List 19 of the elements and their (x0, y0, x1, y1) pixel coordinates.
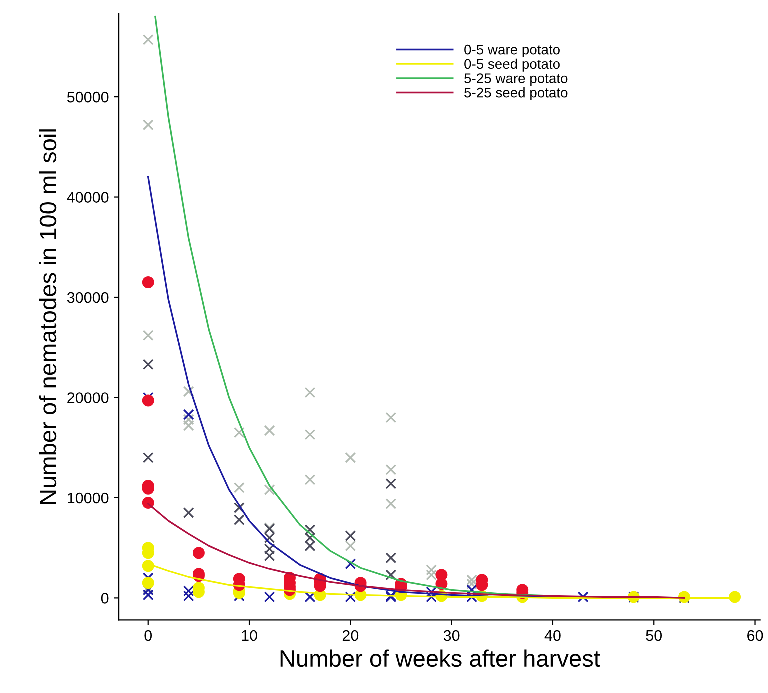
y-tick-label: 0 (101, 593, 109, 604)
y-axis-title: Number of nematodes in 100 ml soil (39, 130, 57, 504)
x-tick-label: 30 (444, 630, 460, 642)
x-axis-title: Number of weeks after harvest (280, 650, 600, 668)
y-tick-label: 30000 (67, 292, 109, 304)
x-tick-label: 50 (646, 630, 662, 642)
y-tick-label: 40000 (67, 192, 109, 203)
y-tick-label: 20000 (68, 392, 109, 404)
x-tick-label: 60 (748, 630, 764, 642)
x-tick-label: 10 (242, 630, 258, 642)
x-tick-label: 0 (144, 630, 152, 642)
legend-label: 5-25 ware potato (464, 74, 568, 86)
legend-label: 0-5 ware potato (464, 44, 560, 58)
x-tick-label: 20 (342, 630, 359, 642)
legend-label: 0-5 seed potato (464, 58, 560, 72)
y-tick-label: 10000 (68, 492, 109, 504)
legend-label: 5-25 seed potato (464, 88, 568, 101)
y-tick-label: 50000 (67, 92, 109, 103)
x-tick-label: 40 (544, 630, 561, 642)
